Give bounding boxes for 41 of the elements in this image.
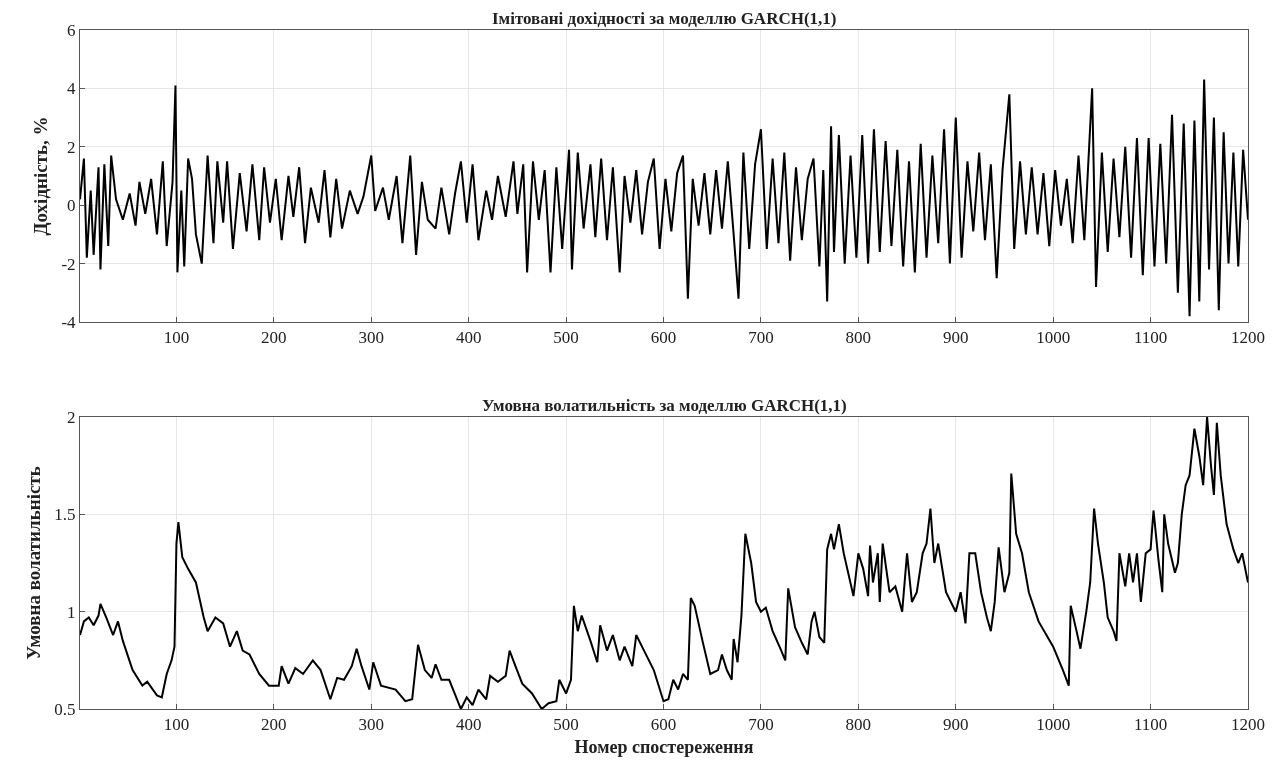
x-tick-label: 500 (553, 328, 579, 348)
x-tick-label: 800 (845, 715, 872, 735)
chart-title: Умовна волатильність за моделлю GARCH(1,1) (482, 396, 847, 415)
y-tick-label: 2 (67, 137, 76, 157)
x-tick-label: 700 (748, 715, 774, 735)
y-tick-label: -4 (61, 312, 77, 332)
x-tick-label: 900 (943, 328, 969, 348)
x-tick-label: 600 (650, 715, 677, 735)
y-tick-label: 2 (67, 407, 76, 427)
x-tick-label: 200 (261, 328, 287, 348)
x-tick-label: 1000 (1036, 328, 1071, 348)
x-tick-label: 800 (845, 328, 872, 348)
x-tick-label: 1100 (1133, 328, 1168, 348)
y-tick-label: 6 (67, 20, 76, 40)
y-axis-title: Дохідність, % (30, 116, 52, 236)
x-tick-label: 100 (163, 328, 190, 348)
x-tick-label: 400 (455, 715, 482, 735)
x-axis-title: Номер спостереження (574, 736, 754, 757)
x-tick-label: 1000 (1036, 715, 1071, 735)
x-tick-label: 300 (358, 715, 385, 735)
chart-title: Імітовані дохідності за моделлю GARCH(1,1) (492, 9, 837, 28)
y-tick-label: 1 (67, 602, 76, 622)
x-tick-label: 100 (163, 715, 190, 735)
x-tick-label: 1100 (1133, 715, 1168, 735)
x-tick-label: 600 (650, 328, 677, 348)
y-tick-label: 4 (67, 79, 77, 99)
x-tick-label: 500 (553, 715, 579, 735)
line-series (80, 417, 1248, 709)
y-tick-label: 0.5 (54, 699, 76, 719)
x-tick-label: 300 (358, 328, 385, 348)
line-series (80, 78, 1248, 318)
x-tick-label: 700 (748, 328, 774, 348)
y-axis-title: Умовна волатильність (23, 466, 45, 660)
x-tick-label: 400 (455, 328, 482, 348)
x-tick-label: 200 (261, 715, 287, 735)
x-tick-label: 900 (943, 715, 969, 735)
x-tick-label: 1200 (1231, 328, 1265, 348)
y-tick-label: -2 (61, 254, 76, 274)
y-tick-label: 0 (67, 196, 76, 216)
y-tick-label: 1.5 (54, 505, 76, 525)
x-tick-label: 1200 (1231, 715, 1265, 735)
